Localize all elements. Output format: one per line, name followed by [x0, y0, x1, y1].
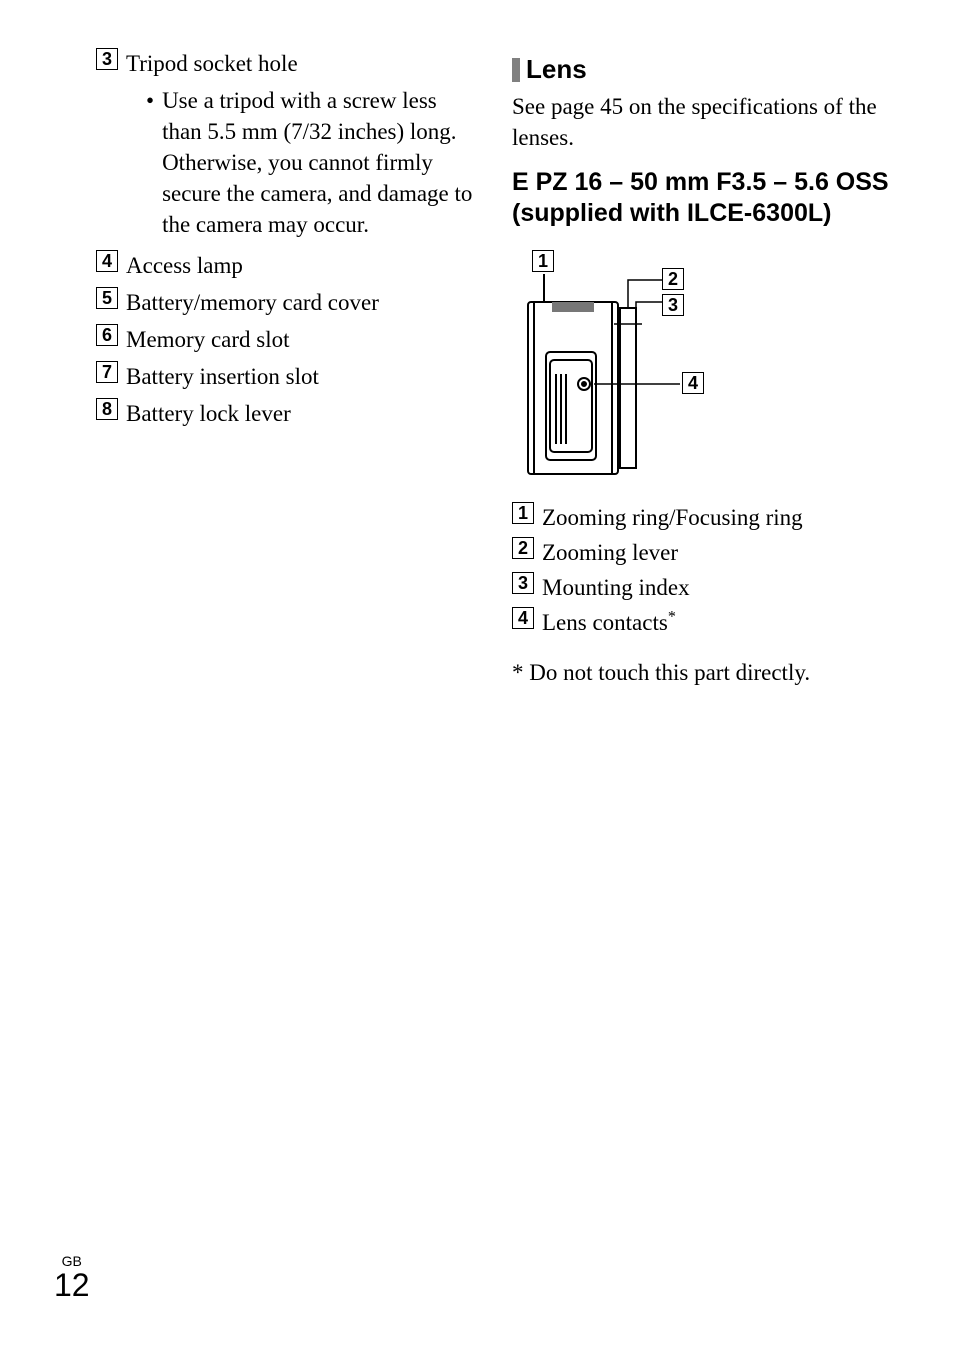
- bullet-text: Use a tripod with a screw less than 5.5 …: [162, 85, 478, 240]
- lens-diagram: 1 2 3 4: [512, 244, 722, 484]
- item-label: Battery lock lever: [126, 398, 291, 429]
- number-box-5: 5: [96, 287, 118, 309]
- section-bar-icon: [512, 58, 520, 82]
- bullet-item: • Use a tripod with a screw less than 5.…: [146, 85, 478, 240]
- list-item: 4 Lens contacts*: [512, 607, 894, 638]
- lens-diagram-svg: [512, 244, 722, 484]
- item-label: Lens contacts*: [542, 607, 676, 638]
- footnote-text: * Do not touch this part directly.: [512, 660, 894, 686]
- lens-parts-list: 1 Zooming ring/Focusing ring 2 Zooming l…: [512, 502, 894, 638]
- item-label: Tripod socket hole: [126, 48, 298, 79]
- bullet-dot: •: [146, 85, 154, 240]
- number-box-3: 3: [512, 572, 534, 594]
- two-column-layout: 3 Tripod socket hole • Use a tripod with…: [96, 48, 894, 686]
- item-label: Battery/memory card cover: [126, 287, 379, 318]
- footer-page-number: 12: [54, 1269, 90, 1301]
- list-item: 4 Access lamp: [96, 250, 478, 281]
- list-item: 2 Zooming lever: [512, 537, 894, 568]
- number-box-7: 7: [96, 361, 118, 383]
- item-label: Mounting index: [542, 572, 690, 603]
- item-label-text: Lens contacts: [542, 610, 668, 635]
- number-box-4: 4: [512, 607, 534, 629]
- bullet-list: • Use a tripod with a screw less than 5.…: [96, 85, 478, 240]
- section-heading: Lens: [512, 54, 894, 85]
- footnote-marker: *: [668, 608, 676, 625]
- diagram-callout-2: 2: [662, 268, 684, 290]
- list-item: 7 Battery insertion slot: [96, 361, 478, 392]
- item-label: Zooming lever: [542, 537, 678, 568]
- item-label: Battery insertion slot: [126, 361, 319, 392]
- left-column: 3 Tripod socket hole • Use a tripod with…: [96, 48, 478, 686]
- intro-text: See page 45 on the specifications of the…: [512, 91, 894, 153]
- item-label: Zooming ring/Focusing ring: [542, 502, 803, 533]
- item-label: Memory card slot: [126, 324, 290, 355]
- list-item: 3 Mounting index: [512, 572, 894, 603]
- diagram-callout-1: 1: [532, 250, 554, 272]
- number-box-1: 1: [512, 502, 534, 524]
- right-column: Lens See page 45 on the specifications o…: [512, 48, 894, 686]
- lens-model-heading: E PZ 16 – 50 mm F3.5 – 5.6 OSS (supplied…: [512, 167, 894, 230]
- list-item: 1 Zooming ring/Focusing ring: [512, 502, 894, 533]
- list-item: 3 Tripod socket hole: [96, 48, 478, 79]
- number-box-3: 3: [96, 48, 118, 70]
- page-footer: GB 12: [54, 1253, 90, 1301]
- number-box-2: 2: [512, 537, 534, 559]
- list-item: 8 Battery lock lever: [96, 398, 478, 429]
- list-item: 6 Memory card slot: [96, 324, 478, 355]
- number-box-6: 6: [96, 324, 118, 346]
- item-label: Access lamp: [126, 250, 243, 281]
- diagram-callout-4: 4: [682, 372, 704, 394]
- diagram-callout-3: 3: [662, 294, 684, 316]
- number-box-4: 4: [96, 250, 118, 272]
- section-title: Lens: [526, 54, 587, 85]
- list-item: 5 Battery/memory card cover: [96, 287, 478, 318]
- page: 3 Tripod socket hole • Use a tripod with…: [0, 0, 954, 1345]
- number-box-8: 8: [96, 398, 118, 420]
